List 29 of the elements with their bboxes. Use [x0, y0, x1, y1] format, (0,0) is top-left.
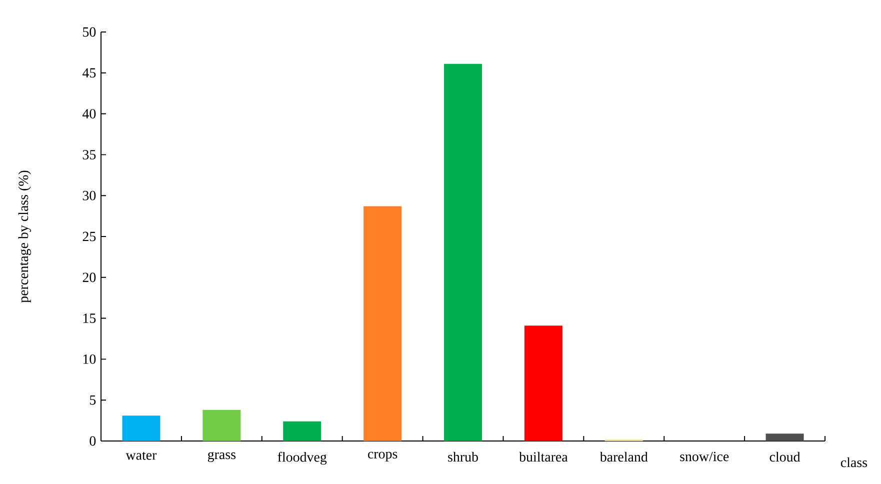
y-tick-label: 40	[82, 109, 96, 118]
y-axis-title: percentage by class (%)	[18, 170, 32, 303]
y-tick-label: 0	[90, 436, 96, 446]
x-tick-label: shrub	[448, 452, 478, 462]
x-tick-label: builtarea	[519, 452, 568, 462]
x-tick-label: bareland	[600, 452, 648, 462]
y-tick-label: 30	[82, 190, 96, 200]
bar	[122, 416, 160, 441]
y-tick-label: 5	[90, 395, 96, 405]
bar	[444, 64, 482, 441]
x-tick-label: water	[126, 452, 157, 460]
bar	[766, 434, 804, 441]
bar	[364, 206, 402, 441]
x-axis-title: class	[840, 457, 868, 468]
y-tick-label: 35	[82, 150, 96, 160]
y-tick-label: 25	[82, 232, 96, 242]
y-tick-label: 45	[82, 68, 96, 78]
y-tick-label: 15	[83, 314, 96, 323]
x-tick-label: cloud	[770, 452, 800, 462]
y-tick-label: 10	[83, 354, 96, 364]
y-tick-label: 20	[82, 272, 96, 282]
x-tick-label: snow/ice	[680, 452, 729, 462]
y-tick-label: 50	[83, 27, 96, 37]
bar	[283, 421, 322, 441]
bar	[524, 326, 562, 441]
bar	[202, 410, 241, 441]
x-tick-label: crops	[368, 452, 398, 462]
x-tick-label: floodveg	[278, 452, 327, 465]
x-tick-label: grass	[208, 452, 236, 462]
